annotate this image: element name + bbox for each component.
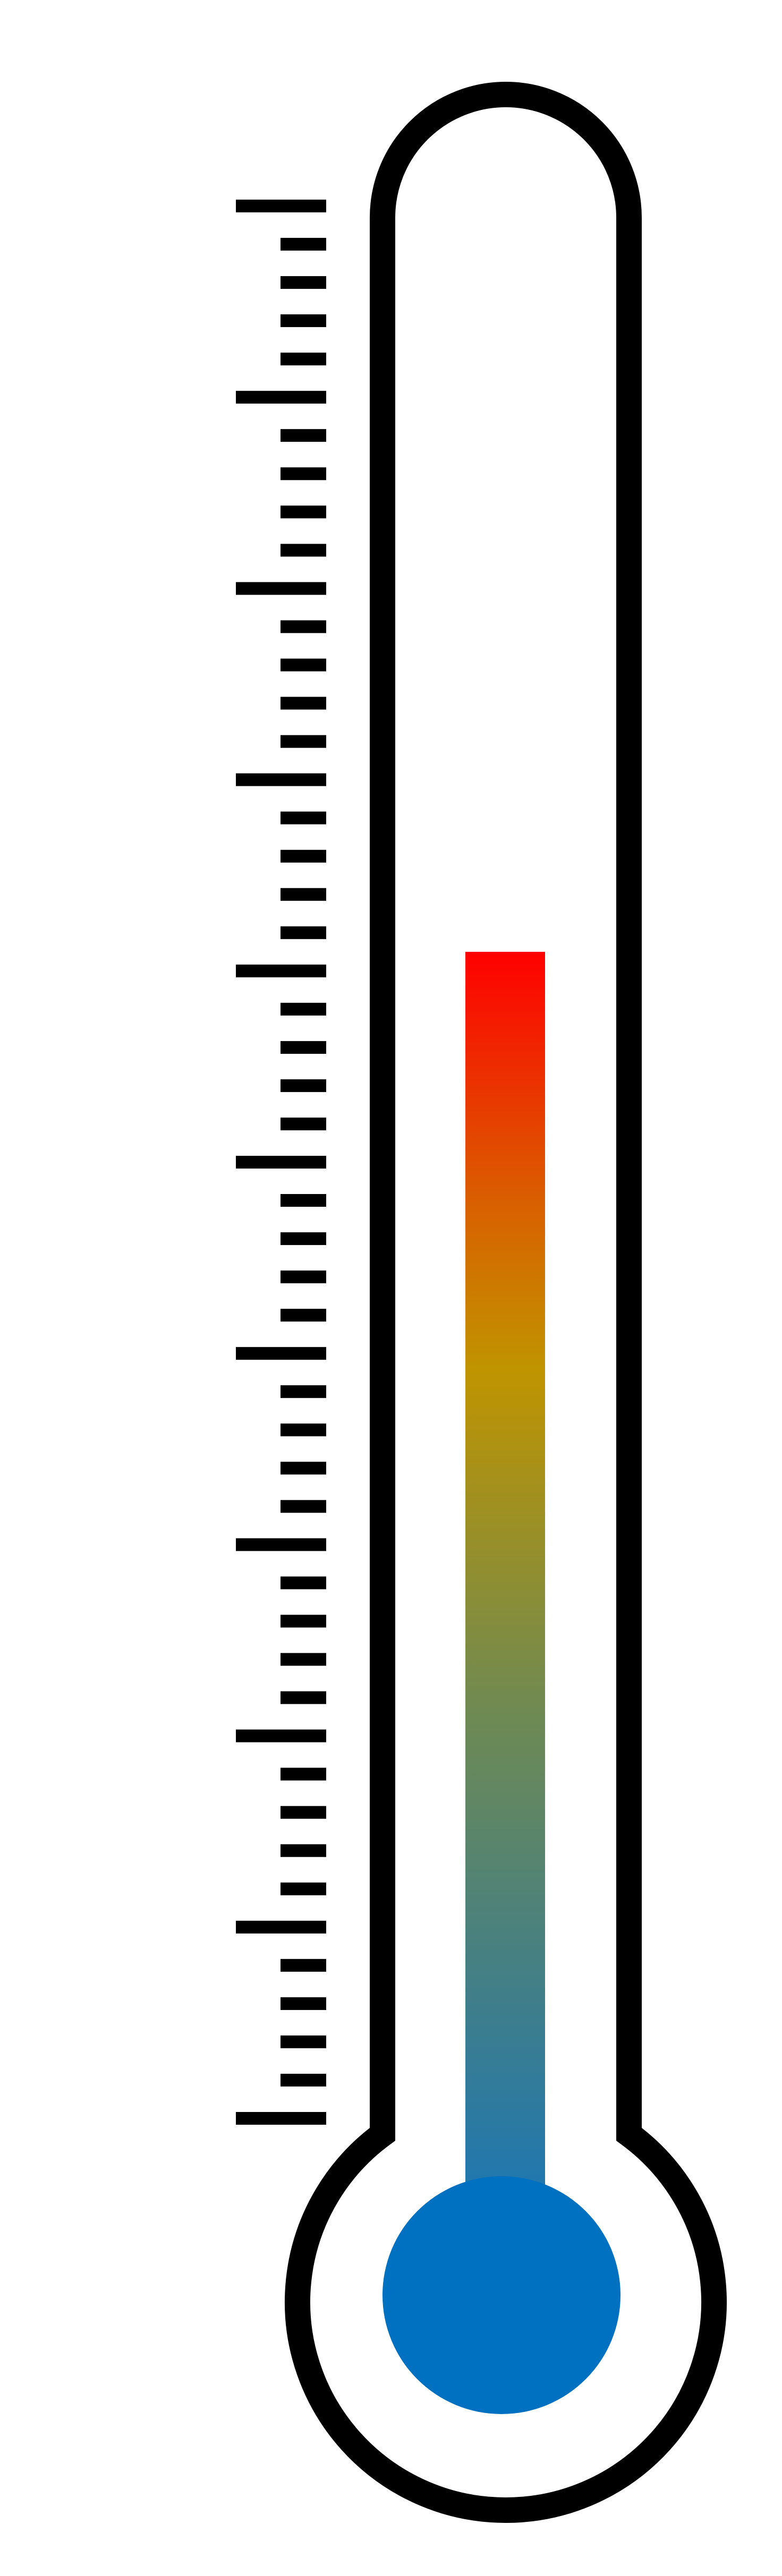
minor-tick bbox=[280, 544, 326, 557]
major-tick bbox=[236, 1920, 326, 1934]
minor-tick bbox=[280, 505, 326, 519]
minor-tick bbox=[280, 1194, 326, 1207]
major-tick bbox=[236, 1538, 326, 1551]
minor-tick bbox=[280, 1385, 326, 1398]
thermometer-bulb bbox=[382, 2176, 620, 2414]
minor-tick bbox=[280, 2074, 326, 2086]
minor-tick bbox=[280, 1959, 326, 1972]
minor-tick bbox=[280, 1002, 326, 1016]
minor-tick bbox=[280, 1232, 326, 1246]
minor-tick bbox=[280, 467, 326, 480]
major-tick bbox=[236, 391, 326, 404]
temperature-scale bbox=[236, 200, 326, 2125]
minor-tick bbox=[280, 735, 326, 748]
minor-tick bbox=[280, 697, 326, 710]
minor-tick bbox=[280, 314, 326, 328]
minor-tick bbox=[280, 1118, 326, 1130]
major-tick bbox=[236, 200, 326, 212]
minor-tick bbox=[280, 1653, 326, 1666]
minor-tick bbox=[280, 353, 326, 366]
major-tick bbox=[236, 964, 326, 977]
thermometer-fill-column bbox=[465, 951, 545, 2216]
minor-tick bbox=[280, 1041, 326, 1054]
major-tick bbox=[236, 1347, 326, 1360]
minor-tick bbox=[280, 2035, 326, 2048]
minor-tick bbox=[280, 1270, 326, 1284]
minor-tick bbox=[280, 276, 326, 289]
minor-tick bbox=[280, 1309, 326, 1322]
minor-tick bbox=[280, 238, 326, 251]
minor-tick bbox=[280, 1500, 326, 1513]
minor-tick bbox=[280, 1691, 326, 1704]
minor-tick bbox=[280, 1576, 326, 1590]
minor-tick bbox=[280, 926, 326, 939]
major-tick bbox=[236, 1156, 326, 1169]
minor-tick bbox=[280, 1844, 326, 1857]
minor-tick bbox=[280, 1806, 326, 1819]
minor-tick bbox=[280, 1997, 326, 2010]
minor-tick bbox=[280, 1767, 326, 1781]
minor-tick bbox=[280, 888, 326, 901]
major-tick bbox=[236, 582, 326, 595]
major-tick bbox=[236, 773, 326, 786]
minor-tick bbox=[280, 811, 326, 825]
minor-tick bbox=[280, 429, 326, 442]
major-tick bbox=[236, 1729, 326, 1742]
minor-tick bbox=[280, 1423, 326, 1437]
minor-tick bbox=[280, 1615, 326, 1628]
minor-tick bbox=[280, 1462, 326, 1475]
minor-tick bbox=[280, 658, 326, 672]
minor-tick bbox=[280, 849, 326, 863]
minor-tick bbox=[280, 1079, 326, 1092]
major-tick bbox=[236, 2112, 326, 2125]
minor-tick bbox=[280, 620, 326, 633]
minor-tick bbox=[280, 1882, 326, 1895]
